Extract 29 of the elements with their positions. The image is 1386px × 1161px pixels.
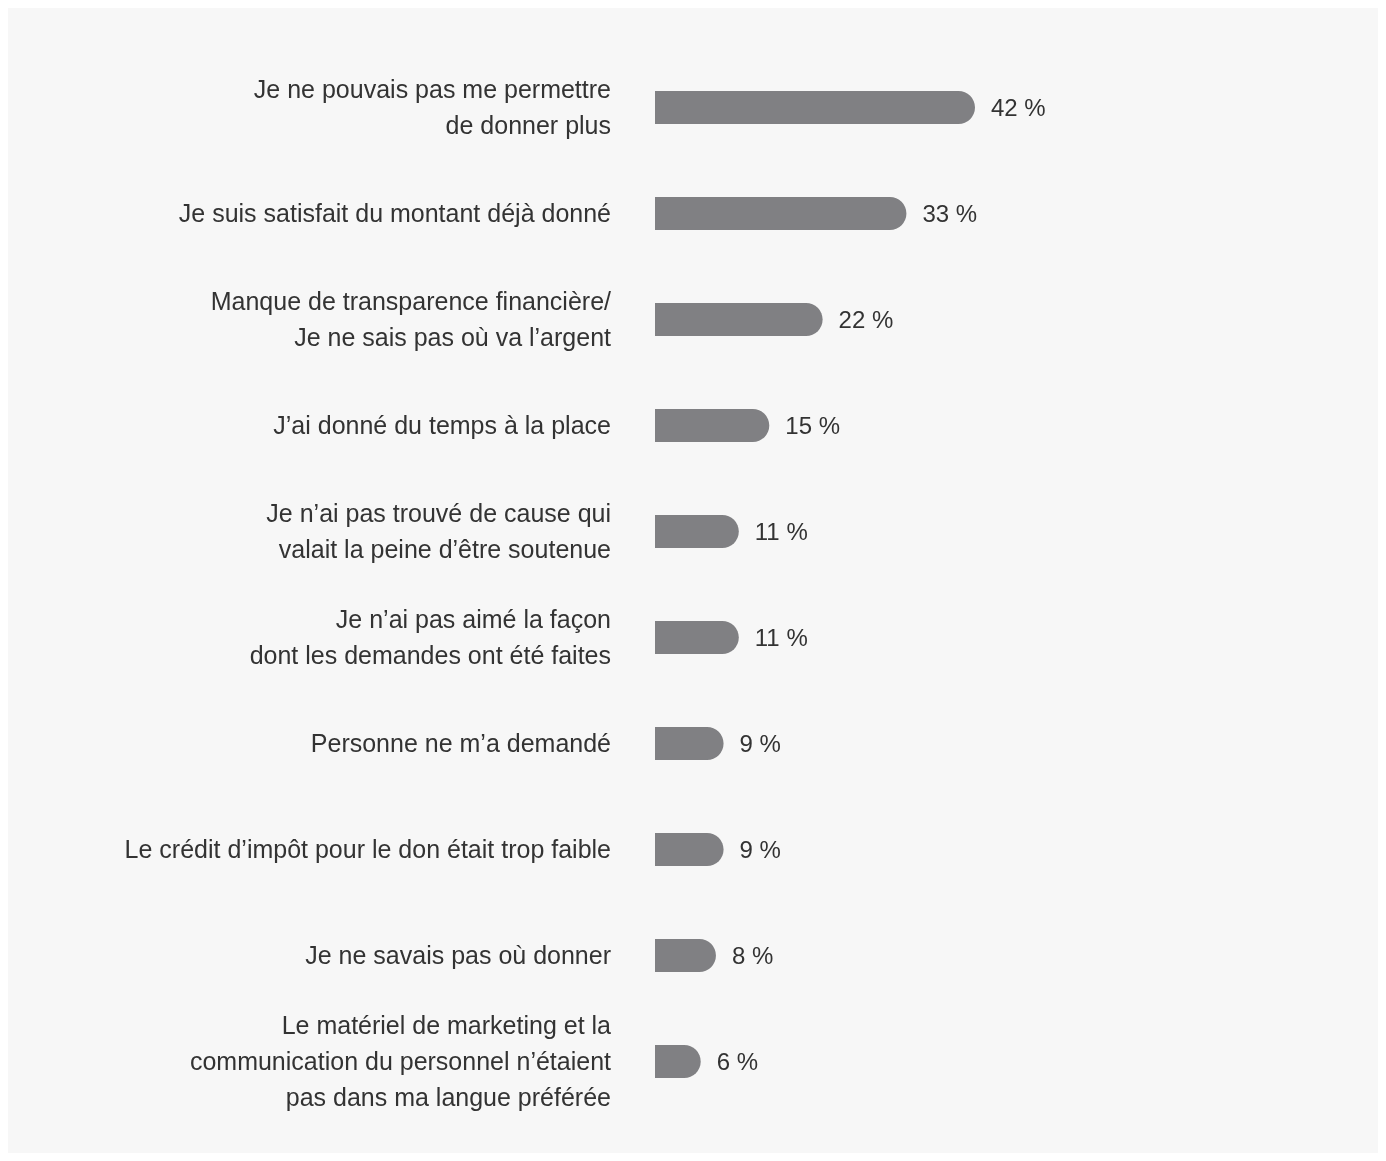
data-label: 11 % bbox=[754, 624, 808, 652]
bar bbox=[655, 727, 724, 760]
y-tick-label: Je ne pouvais pas me permettre de donner plus bbox=[253, 75, 611, 139]
data-label: 22 % bbox=[838, 306, 894, 334]
y-tick-label: Je n’ai pas trouvé de cause qui valait la peine d’être soutenue bbox=[266, 499, 611, 563]
y-tick-label: Je suis satisfait du montant déjà donné bbox=[178, 199, 611, 227]
data-label: 33 % bbox=[922, 200, 978, 228]
y-tick-label: Personne ne m’a demandé bbox=[310, 729, 611, 757]
data-label: 8 % bbox=[731, 942, 774, 970]
y-tick-label: J’ai donné du temps à la place bbox=[273, 411, 611, 439]
y-tick-label: Le matériel de marketing et la communication du personnel n’étaient pas dans ma langue préférée bbox=[189, 1011, 612, 1111]
y-tick-label: Je ne savais pas où donner bbox=[305, 941, 611, 969]
bar bbox=[655, 409, 770, 442]
data-label: 9 % bbox=[739, 730, 781, 758]
bar bbox=[655, 91, 975, 124]
bar bbox=[655, 515, 739, 548]
data-label: 15 % bbox=[785, 412, 840, 440]
bar bbox=[655, 939, 716, 972]
y-tick-label: Le crédit d’impôt pour le don était trop faible bbox=[124, 835, 611, 863]
data-label: 9 % bbox=[739, 836, 781, 864]
data-label: 11 % bbox=[754, 518, 808, 546]
bar bbox=[655, 833, 724, 866]
data-label: 42 % bbox=[991, 94, 1046, 122]
bar bbox=[655, 197, 907, 230]
y-tick-label: Manque de transparence financière/ Je ne sais pas où va l’argent bbox=[210, 287, 612, 351]
data-label: 6 % bbox=[716, 1048, 759, 1076]
bar bbox=[655, 303, 823, 336]
y-tick-label: Je n’ai pas aimé la façon dont les demandes ont été faites bbox=[249, 605, 611, 669]
bar bbox=[655, 621, 739, 654]
